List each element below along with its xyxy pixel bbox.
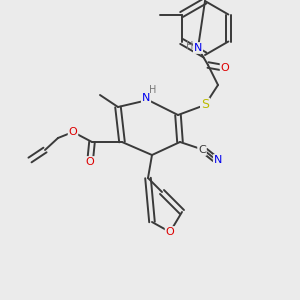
Text: O: O — [85, 157, 94, 167]
Text: N: N — [214, 155, 222, 165]
Text: H: H — [186, 41, 194, 51]
Text: O: O — [69, 127, 77, 137]
Text: O: O — [220, 63, 230, 73]
Text: S: S — [201, 98, 209, 112]
Text: O: O — [166, 227, 174, 237]
Text: C: C — [198, 145, 206, 155]
Text: N: N — [142, 93, 150, 103]
Text: N: N — [194, 43, 202, 53]
Text: H: H — [149, 85, 157, 95]
